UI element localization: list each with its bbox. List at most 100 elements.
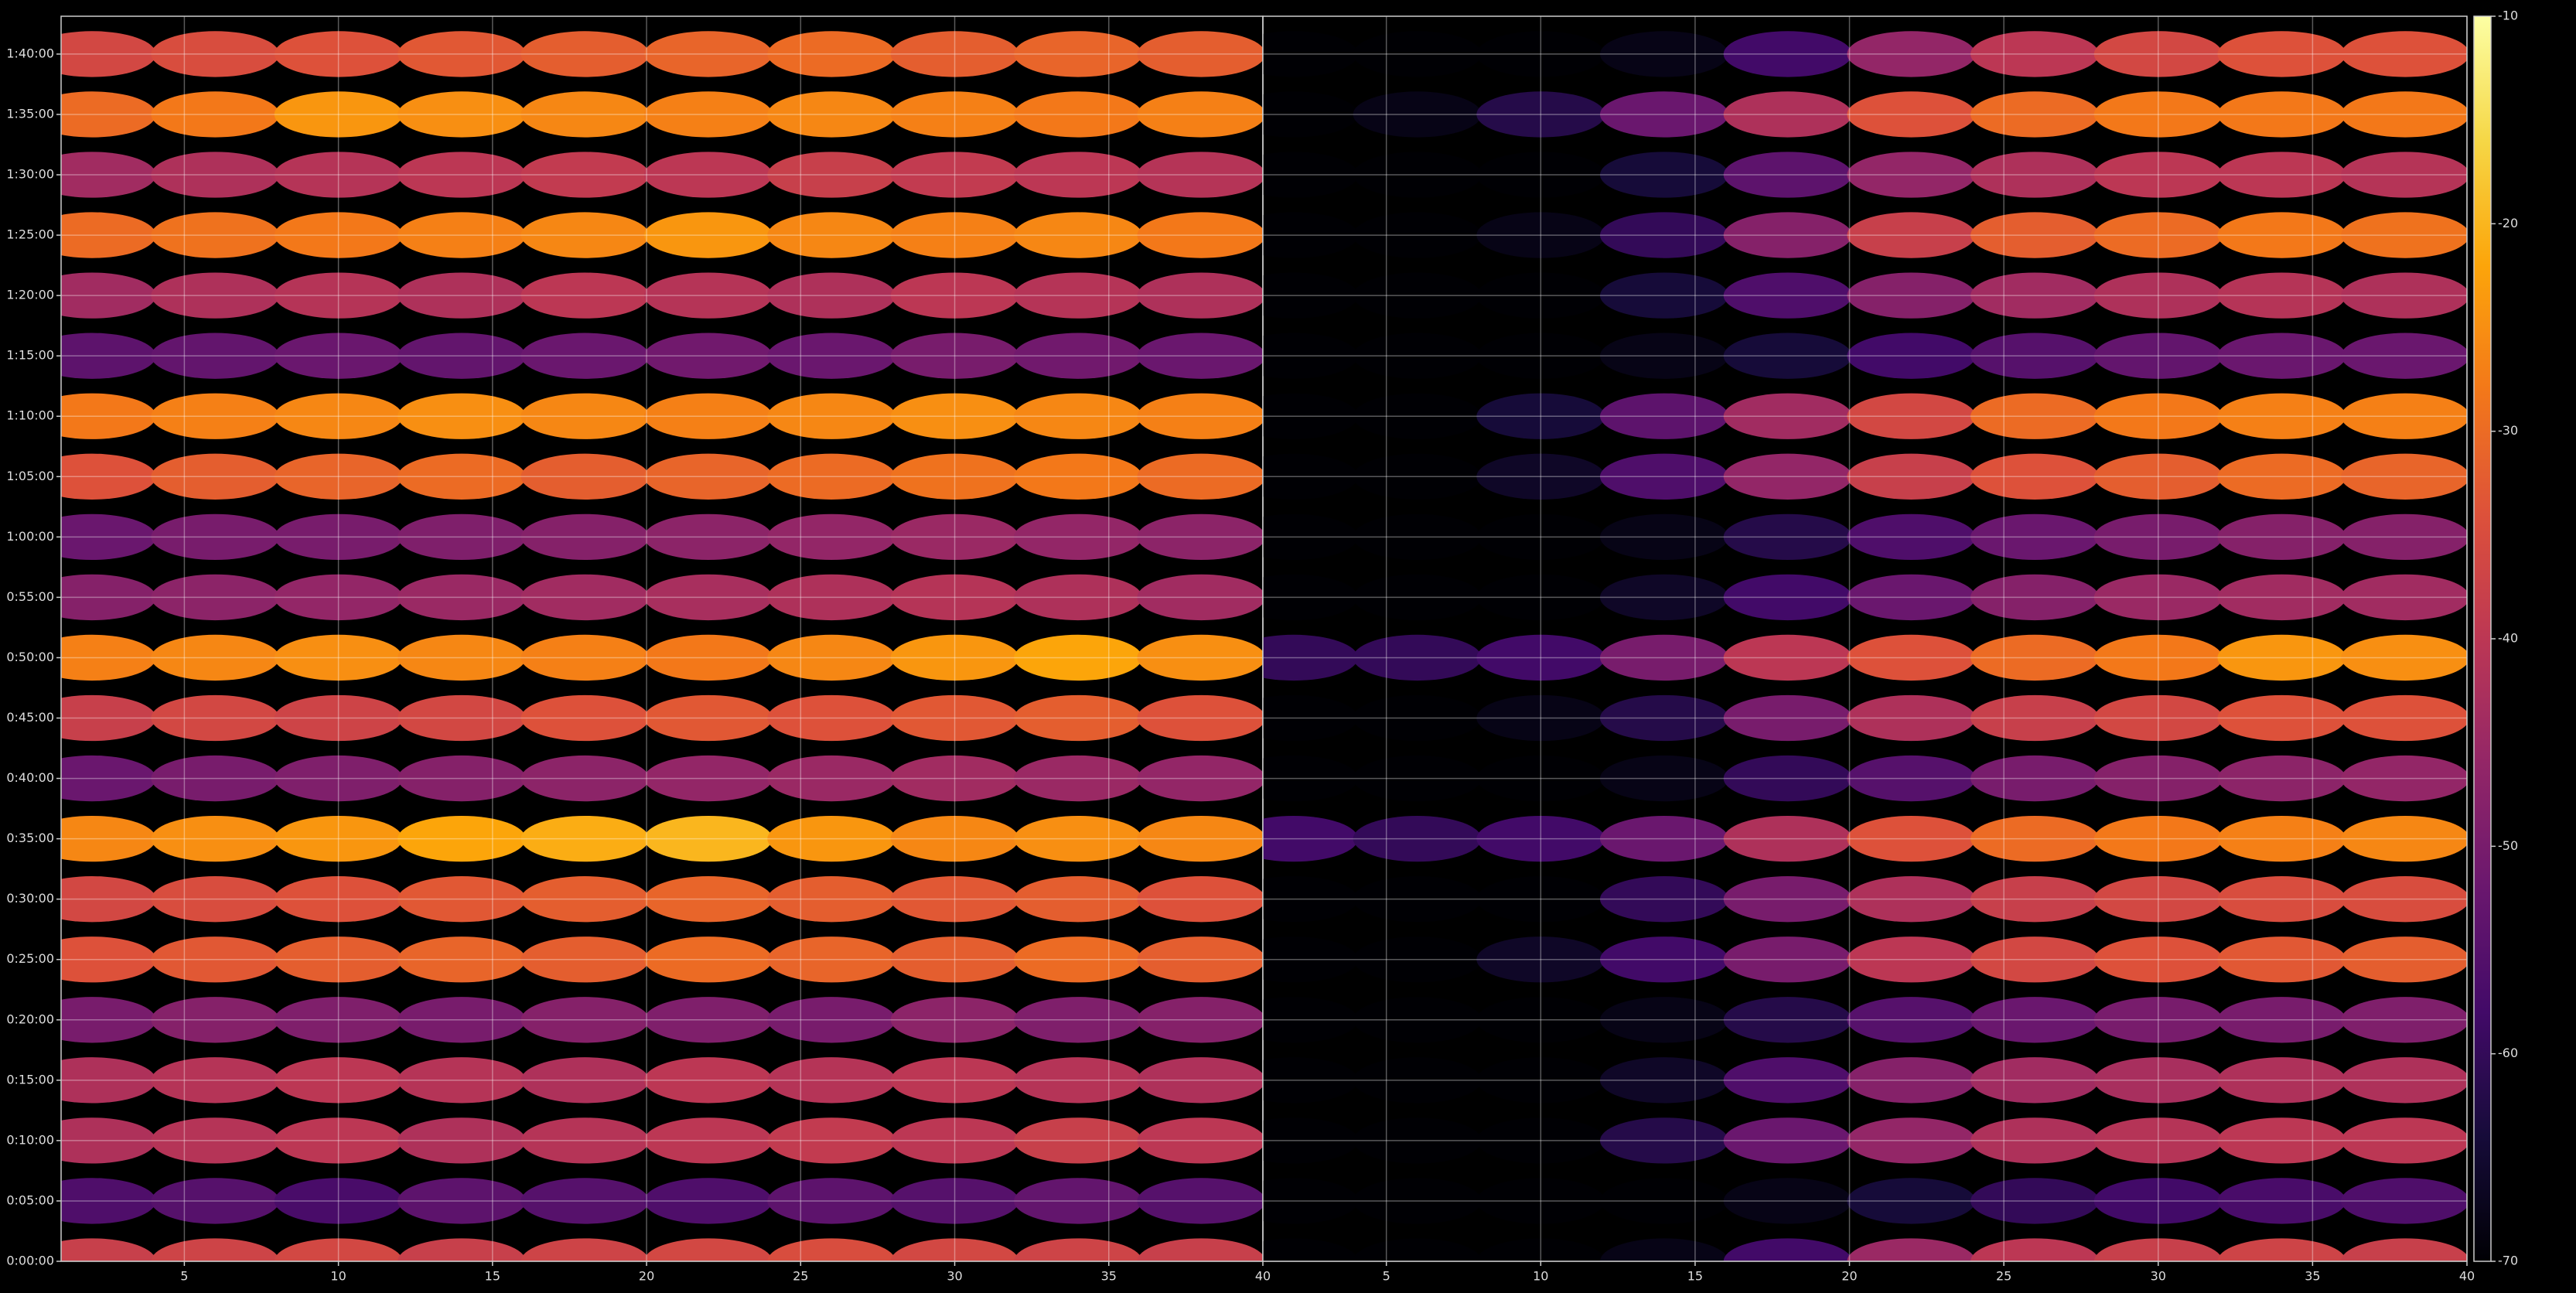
- heat-cell: [1847, 333, 1976, 379]
- heat-cell: [61, 31, 156, 77]
- heat-cell: [1353, 333, 1482, 379]
- y-tick-label: 1:15:00: [6, 348, 54, 363]
- heat-cell: [61, 1238, 156, 1261]
- heat-cell: [1847, 815, 1976, 862]
- colorbar-tick-label: -20: [2498, 216, 2518, 230]
- heat-cell: [1970, 694, 2100, 742]
- heat-cell: [2093, 936, 2223, 983]
- heat-cell: [1723, 1178, 1852, 1224]
- heat-cell: [1723, 91, 1852, 138]
- heat-cell: [1970, 453, 2100, 500]
- y-tick-label: 1:00:00: [6, 529, 54, 544]
- heat-cell: [520, 574, 650, 621]
- heat-cell: [1599, 1238, 1729, 1261]
- x-tick-label: 20: [1841, 1269, 1857, 1284]
- heat-cell: [151, 1238, 280, 1261]
- heat-cell: [1353, 393, 1482, 439]
- heat-cell: [1263, 876, 1358, 923]
- heat-cell: [2093, 1117, 2223, 1164]
- heat-cell: [1353, 152, 1482, 198]
- heat-cell: [1723, 272, 1852, 319]
- heat-cell: [1476, 272, 1605, 319]
- heat-cell: [1263, 1178, 1358, 1224]
- heat-cell: [2341, 936, 2467, 983]
- heat-cell: [1847, 1178, 1976, 1224]
- heat-cell: [274, 815, 403, 862]
- y-tick-label: 0:50:00: [6, 650, 54, 664]
- heat-cell: [274, 755, 403, 802]
- heat-cell: [61, 1057, 156, 1104]
- heat-cell: [520, 393, 650, 439]
- y-tick-label: 0:45:00: [6, 710, 54, 725]
- heat-cell: [1599, 755, 1729, 802]
- heat-cell: [1137, 393, 1263, 439]
- heat-cell: [2093, 453, 2223, 500]
- y-tick-label: 1:25:00: [6, 227, 54, 242]
- heat-cell: [397, 574, 526, 621]
- heat-cell: [890, 1178, 1019, 1224]
- heat-cell: [1137, 1238, 1263, 1261]
- heat-cell: [890, 997, 1019, 1043]
- x-tick-label: 40: [2459, 1269, 2475, 1284]
- heat-cell: [1599, 333, 1729, 379]
- heat-cell: [890, 815, 1019, 862]
- heat-cell: [767, 1178, 896, 1224]
- heat-cell: [1476, 393, 1605, 439]
- heat-cell: [2217, 393, 2346, 439]
- heat-cell: [1137, 272, 1263, 319]
- heat-cell: [1847, 1057, 1976, 1104]
- heat-cell: [2217, 634, 2346, 681]
- heat-cell: [61, 393, 156, 439]
- heat-cell: [397, 694, 526, 742]
- heat-cell: [643, 997, 773, 1043]
- heat-cell: [643, 453, 773, 500]
- heat-cell: [1847, 1117, 1976, 1164]
- heat-cell: [1137, 694, 1263, 742]
- heat-cell: [1353, 453, 1482, 500]
- heat-cell: [1137, 634, 1263, 681]
- heat-cell: [151, 694, 280, 742]
- heat-cell: [274, 453, 403, 500]
- heat-cell: [1137, 212, 1263, 258]
- cells: [1263, 31, 2467, 1261]
- heat-cell: [274, 1117, 403, 1164]
- heat-cell: [643, 634, 773, 681]
- heat-cell: [520, 91, 650, 138]
- heat-cell: [274, 997, 403, 1043]
- heat-cell: [1137, 152, 1263, 198]
- heat-cell: [767, 513, 896, 561]
- y-tick-label: 1:20:00: [6, 288, 54, 302]
- heat-cell: [520, 212, 650, 258]
- heat-cell: [61, 1117, 156, 1164]
- x-tick-label: 20: [639, 1269, 654, 1284]
- heat-cell: [61, 997, 156, 1043]
- heat-cell: [2341, 876, 2467, 923]
- heat-cell: [520, 1057, 650, 1104]
- heat-cell: [1723, 1117, 1852, 1164]
- y-tick-label: 0:25:00: [6, 951, 54, 966]
- heat-cell: [1353, 1117, 1482, 1164]
- heat-cell: [151, 393, 280, 439]
- heat-cell: [1014, 574, 1142, 621]
- heat-cell: [643, 574, 773, 621]
- heat-cell: [643, 1057, 773, 1104]
- heat-cell: [1970, 1238, 2100, 1261]
- heat-cell: [890, 393, 1019, 439]
- heat-cell: [1476, 453, 1605, 500]
- heat-cell: [1847, 212, 1976, 258]
- heat-cell: [1970, 393, 2100, 439]
- heat-cell: [1353, 876, 1482, 923]
- heat-cell: [767, 333, 896, 379]
- heat-cell: [1476, 212, 1605, 258]
- x-tick-label: 15: [485, 1269, 500, 1284]
- heat-cell: [397, 212, 526, 258]
- heat-cell: [274, 212, 403, 258]
- heat-cell: [1723, 694, 1852, 742]
- heat-cell: [643, 815, 773, 862]
- heat-cell: [1847, 453, 1976, 500]
- y-tick-label: 1:35:00: [6, 106, 54, 121]
- heat-cell: [890, 152, 1019, 198]
- heat-cell: [1970, 152, 2100, 198]
- heat-cell: [1847, 634, 1976, 681]
- heat-cell: [61, 513, 156, 561]
